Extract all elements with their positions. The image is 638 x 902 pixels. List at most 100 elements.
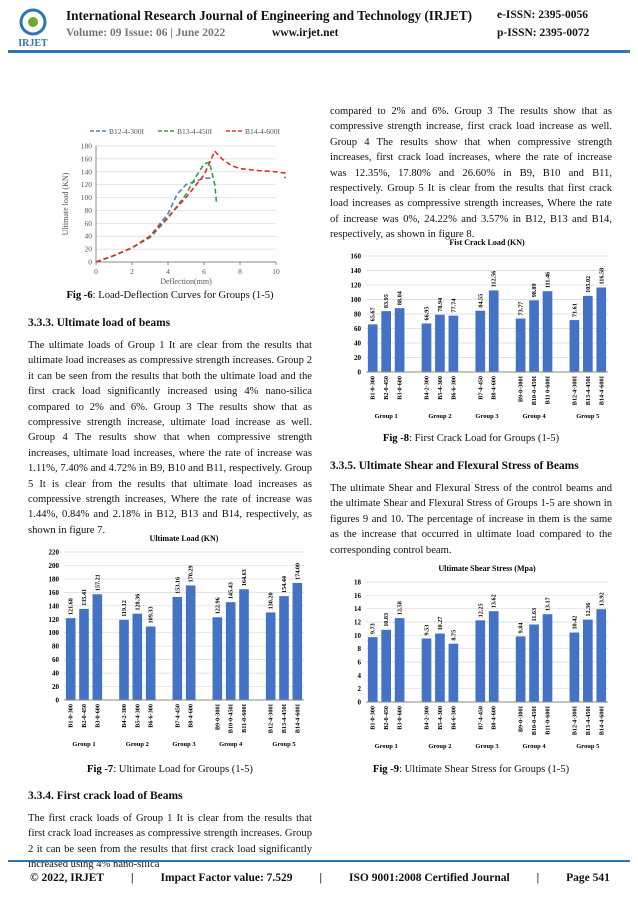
- x-tick-label: B8-4-600: [491, 706, 498, 730]
- copyright: © 2022, IRJET: [30, 872, 105, 884]
- x-tick-label: B14-4-600I: [294, 703, 301, 733]
- caption-label: Fig -7: [87, 764, 114, 775]
- bar: [79, 608, 89, 700]
- x-tick-label: 2: [130, 267, 134, 276]
- caption-text: : First Crack Load for Groups (1-5): [409, 433, 560, 444]
- value-label: 11.63: [531, 608, 538, 622]
- y-tick-label: 0: [358, 699, 362, 707]
- y-tick-label: 100: [49, 629, 60, 637]
- value-label: 88.04: [397, 291, 404, 305]
- y-tick-label: 120: [351, 282, 362, 290]
- value-label: 12.58: [397, 601, 404, 615]
- impact-factor: Impact Factor value: 7.529: [160, 872, 293, 884]
- caption-label: Fig -6: [66, 290, 93, 301]
- x-tick-label: 10: [272, 267, 280, 276]
- figure-caption: Fig -7: Ultimate Load for Groups (1-5): [28, 764, 312, 775]
- x-tick-label: B10-0-450I: [228, 703, 235, 733]
- x-tick-label: B3-0-600: [94, 704, 101, 728]
- x-tick-label: 4: [166, 267, 170, 276]
- bar: [394, 308, 405, 372]
- series-line: [95, 161, 218, 263]
- y-tick-label: 120: [49, 616, 60, 624]
- separator: |: [319, 872, 323, 884]
- x-tick-label: B3-0-600: [397, 376, 404, 400]
- bar: [488, 290, 499, 372]
- x-tick-label: 0: [94, 267, 98, 276]
- bar: [92, 594, 103, 700]
- value-label: 121.68: [68, 598, 75, 615]
- y-tick-label: 60: [85, 219, 93, 228]
- iso: ISO 9001:2008 Certified Journal: [349, 872, 510, 884]
- y-tick-label: 18: [354, 579, 362, 587]
- ultimate-load-chart: Ultimate Load (KN) 0 20 40 60 80 100 120 140 160 1…: [49, 534, 304, 748]
- x-tick-label: B4-2-300: [424, 706, 431, 730]
- value-label: 109.33: [148, 606, 155, 623]
- page-number: Page 541: [566, 872, 610, 884]
- value-label: 98.89: [531, 283, 538, 297]
- bar: [475, 620, 486, 702]
- legend-label: B14-4-600I: [245, 127, 280, 136]
- section-heading: 3.3.5. Ultimate Shear and Flexural Stres…: [330, 460, 579, 472]
- x-tick-label: 6: [202, 267, 206, 276]
- group-label: Group 1: [72, 741, 95, 748]
- value-label: 78.94: [437, 298, 444, 312]
- journal-title: International Research Journal of Engine…: [66, 8, 473, 23]
- y-tick-label: 40: [85, 232, 93, 241]
- value-label: 71.61: [571, 303, 578, 317]
- caption-label: Fig -8: [382, 433, 410, 444]
- y-tick-label: 120: [81, 180, 93, 189]
- value-label: 105.02: [585, 276, 592, 293]
- y-tick-label: 140: [351, 267, 362, 275]
- bar: [569, 632, 580, 702]
- value-label: 157.21: [94, 574, 101, 591]
- group-label: Group 1: [375, 743, 398, 750]
- value-label: 128.36: [134, 594, 141, 611]
- x-tick-label: B11-0-600I: [241, 703, 248, 732]
- value-label: 130.20: [268, 592, 275, 609]
- value-label: 135.41: [81, 589, 88, 606]
- y-tick-label: 12: [354, 619, 362, 627]
- x-tick-label: B2-0-450: [383, 376, 390, 400]
- x-tick-label: B12-4-300I: [268, 703, 275, 733]
- website: www.irjet.net: [272, 27, 339, 39]
- x-tick-label: B10-0-450I: [531, 375, 538, 405]
- x-tick-label: B9-0-300I: [518, 375, 525, 402]
- x-tick-label: B7-4-450: [174, 704, 181, 728]
- bar: [212, 617, 223, 700]
- group-label: Group 3: [475, 743, 499, 750]
- bar: [421, 638, 432, 702]
- x-tick-label: B11 0-600I: [545, 375, 552, 404]
- value-label: 111.46: [545, 272, 552, 288]
- value-label: 13.17: [545, 597, 552, 611]
- y-tick-label: 10: [354, 632, 362, 640]
- legend-label: B13-4-450I: [177, 127, 212, 136]
- figure-caption: Fig -9: Ultimate Shear Stress for Groups…: [330, 764, 612, 775]
- value-label: 10.83: [383, 613, 390, 627]
- y-tick-label: 4: [358, 672, 362, 680]
- header-rule: [8, 50, 630, 53]
- x-tick-label: B1-0-300: [370, 376, 377, 400]
- value-label: 9.84: [518, 623, 525, 634]
- logo-text: IRJET: [18, 38, 48, 49]
- y-tick-label: 100: [81, 193, 93, 202]
- chart-title: Ultimate Shear Stress (Mpa): [438, 564, 536, 573]
- x-axis-label: Deflection(mm): [160, 277, 212, 286]
- group-label: Group 4: [522, 743, 546, 750]
- bar: [596, 609, 607, 702]
- chart-title: Fist Crack Load (KN): [449, 238, 525, 247]
- y-tick-label: 20: [354, 354, 362, 362]
- group-label: Group 2: [428, 413, 451, 420]
- y-tick-label: 180: [49, 575, 60, 583]
- value-label: 84.55: [477, 294, 484, 308]
- paragraph: compared to 2% and 6%. Group 3 The resul…: [330, 106, 612, 241]
- value-label: 170.29: [188, 565, 195, 582]
- bar: [145, 626, 156, 700]
- bar: [448, 315, 459, 372]
- y-tick-label: 20: [85, 245, 93, 254]
- bar: [596, 287, 607, 372]
- x-tick-label: B6-6-300: [148, 704, 155, 728]
- x-tick-label: B13-4-450I: [281, 703, 288, 733]
- y-tick-label: 100: [351, 296, 362, 304]
- value-label: 122.96: [214, 597, 221, 614]
- chart-title: Ultimate Load (KN): [150, 534, 219, 543]
